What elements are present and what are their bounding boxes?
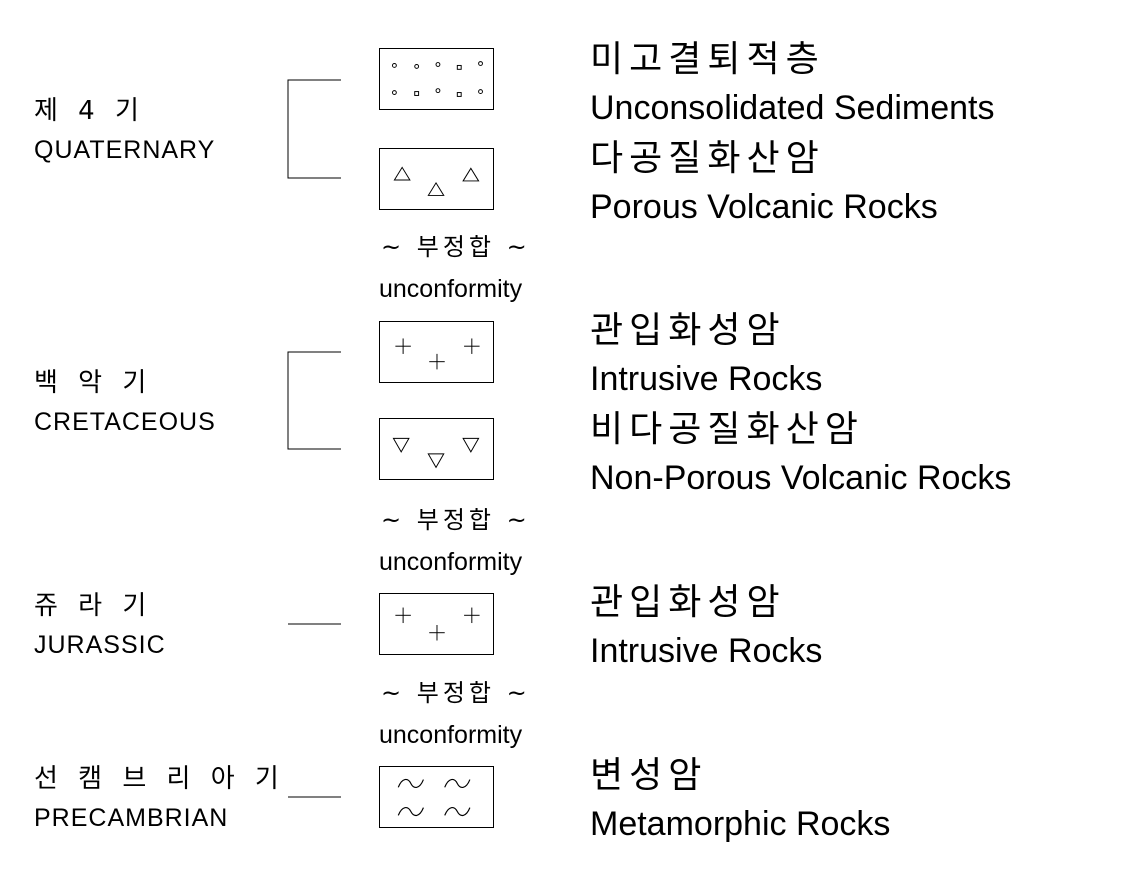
unconformity-3-en: unconformity (379, 721, 523, 749)
plus-icon (395, 607, 480, 641)
period-precambrian-en: PRECAMBRIAN (34, 804, 229, 832)
rock-metamorphic-ko: 변성암 (590, 755, 708, 796)
rock-porous-volcanic-en: Porous Volcanic Rocks (590, 188, 938, 226)
plus-icon (395, 338, 480, 370)
wave-icon (397, 778, 471, 816)
rock-non-porous-volcanic-en: Non-Porous Volcanic Rocks (590, 459, 1012, 497)
rock-unconsolidated-ko: 미고결퇴적층 (590, 39, 825, 80)
period-quaternary-en: QUATERNARY (34, 136, 216, 164)
non-porous-volcanic-symbol (379, 418, 494, 480)
rock-porous-volcanic-ko: 다공질화산암 (590, 138, 825, 179)
period-quaternary-ko: 제 4 기 (34, 96, 145, 126)
period-cretaceous-en: CRETACEOUS (34, 408, 216, 436)
unconsolidated-sediments-symbol (379, 48, 494, 110)
unconformity-3-ko: ~ 부정합 ~ (381, 679, 531, 707)
rock-metamorphic-en: Metamorphic Rocks (590, 805, 891, 843)
period-precambrian-ko: 선 캠 브 리 아 기 (34, 764, 285, 794)
rock-intrusive-1-ko: 관입화성암 (590, 310, 786, 351)
period-jurassic-ko: 쥬 라 기 (34, 591, 153, 621)
metamorphic-rocks-symbol (379, 766, 494, 828)
cretaceous-bracket (287, 351, 341, 450)
rock-non-porous-volcanic-ko: 비다공질화산암 (590, 409, 864, 450)
rock-intrusive-2-ko: 관입화성암 (590, 582, 786, 623)
unconformity-2-en: unconformity (379, 548, 523, 576)
intrusive-rocks-symbol-2 (379, 593, 494, 655)
quaternary-bracket (287, 79, 341, 179)
unconformity-2-ko: ~ 부정합 ~ (381, 506, 531, 534)
porous-volcanic-symbol (379, 148, 494, 210)
intrusive-rocks-symbol-1 (379, 321, 494, 383)
rock-unconsolidated-en: Unconsolidated Sediments (590, 89, 995, 127)
rock-intrusive-1-en: Intrusive Rocks (590, 360, 823, 398)
period-cretaceous-ko: 백 악 기 (34, 368, 153, 398)
rock-intrusive-2-en: Intrusive Rocks (590, 632, 823, 670)
unconformity-1-ko: ~ 부정합 ~ (381, 233, 531, 261)
triangle-up-icon (393, 166, 480, 196)
unconformity-1-en: unconformity (379, 275, 523, 303)
triangle-down-icon (392, 437, 480, 469)
dots-icon (391, 61, 483, 97)
period-jurassic-en: JURASSIC (34, 631, 166, 659)
